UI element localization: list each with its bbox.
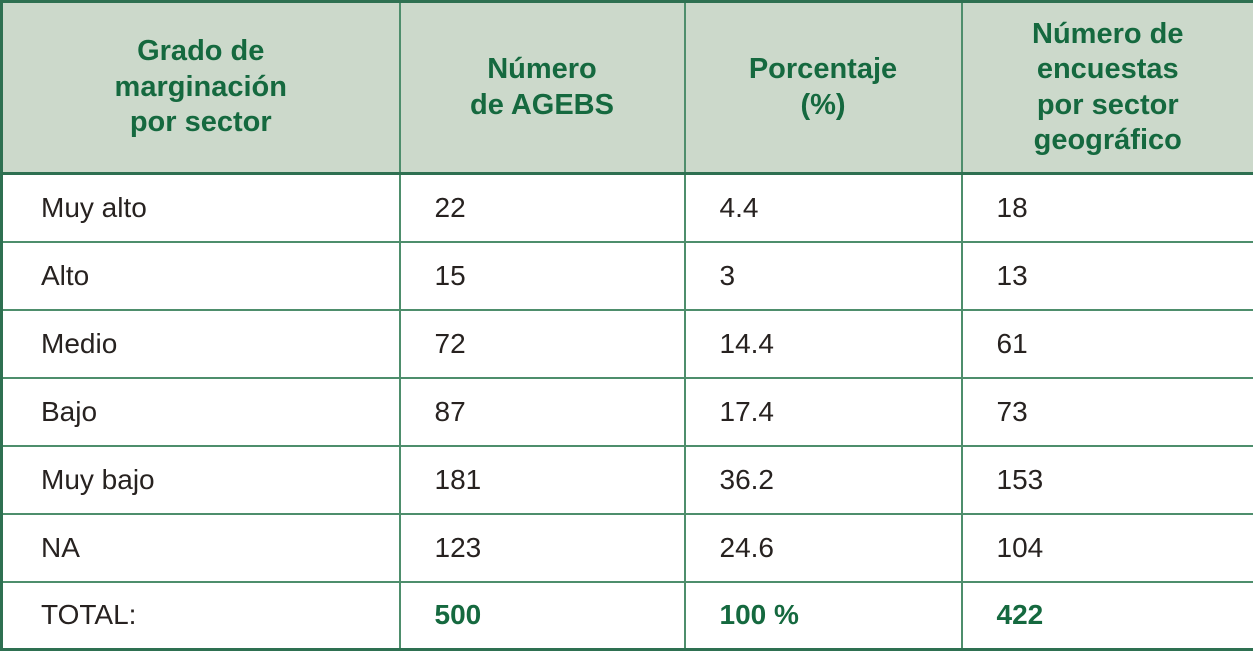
table-row-muy-bajo: Muy bajo 181 36.2 153 [2,446,1253,514]
row-label: NA [2,514,400,582]
header-row: Grado de marginación por sector Número d… [2,2,1253,174]
table-row-medio: Medio 72 14.4 61 [2,310,1253,378]
table-row-total: TOTAL: 500 100 % 422 [2,582,1253,650]
table-row-bajo: Bajo 87 17.4 73 [2,378,1253,446]
total-agebs-value: 500 [400,582,685,650]
row-label: Muy alto [2,174,400,242]
encuestas-value: 18 [962,174,1253,242]
porcentaje-value: 3 [685,242,962,310]
agebs-value: 123 [400,514,685,582]
row-label: Muy bajo [2,446,400,514]
total-porcentaje-value: 100 % [685,582,962,650]
table-body: Muy alto 22 4.4 18 Alto 15 3 13 Medio 72… [2,174,1253,650]
row-label: Bajo [2,378,400,446]
total-encuestas-value: 422 [962,582,1253,650]
encuestas-value: 73 [962,378,1253,446]
table-header: Grado de marginación por sector Número d… [2,2,1253,174]
encuestas-value: 104 [962,514,1253,582]
agebs-value: 181 [400,446,685,514]
encuestas-value: 61 [962,310,1253,378]
row-label: Medio [2,310,400,378]
porcentaje-value: 24.6 [685,514,962,582]
porcentaje-value: 4.4 [685,174,962,242]
encuestas-value: 153 [962,446,1253,514]
agebs-value: 87 [400,378,685,446]
total-label: TOTAL: [2,582,400,650]
agebs-value: 22 [400,174,685,242]
table-row-muy-alto: Muy alto 22 4.4 18 [2,174,1253,242]
row-label: Alto [2,242,400,310]
agebs-value: 15 [400,242,685,310]
porcentaje-value: 36.2 [685,446,962,514]
header-numero-encuestas: Número de encuestas por sector geográfic… [962,2,1253,174]
header-numero-agebs: Número de AGEBS [400,2,685,174]
header-grado-marginacion: Grado de marginación por sector [2,2,400,174]
table-row-alto: Alto 15 3 13 [2,242,1253,310]
table-row-na: NA 123 24.6 104 [2,514,1253,582]
header-porcentaje: Porcentaje (%) [685,2,962,174]
agebs-value: 72 [400,310,685,378]
porcentaje-value: 17.4 [685,378,962,446]
porcentaje-value: 14.4 [685,310,962,378]
encuestas-value: 13 [962,242,1253,310]
